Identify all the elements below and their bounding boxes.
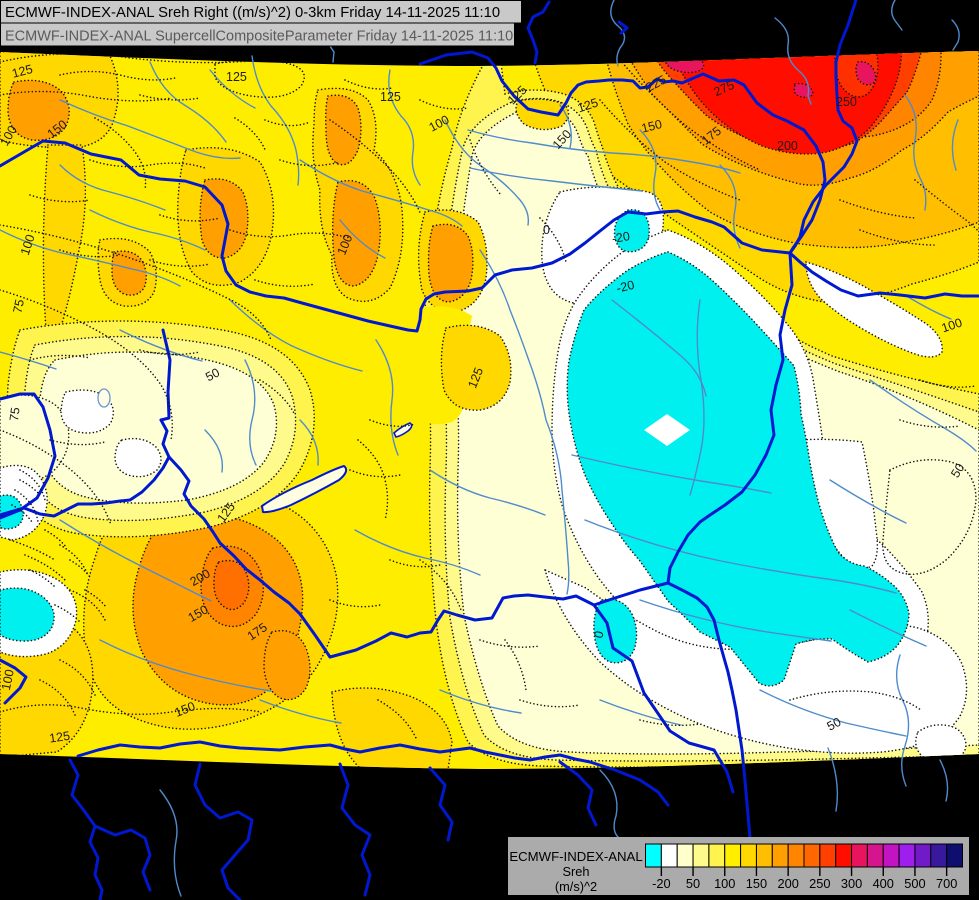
svg-text:150: 150	[746, 876, 767, 891]
svg-text:ECMWF-INDEX-ANAL Sreh Right ((: ECMWF-INDEX-ANAL Sreh Right ((m/s)^2) 0-…	[5, 5, 500, 21]
svg-text:Sreh: Sreh	[562, 864, 589, 879]
svg-text:500: 500	[904, 876, 925, 891]
svg-text:50: 50	[203, 365, 222, 384]
svg-text:75: 75	[10, 298, 27, 315]
svg-text:400: 400	[873, 876, 894, 891]
svg-text:0: 0	[591, 629, 606, 639]
svg-text:-20: -20	[615, 278, 636, 296]
svg-text:250: 250	[809, 876, 830, 891]
svg-text:125: 125	[10, 62, 34, 81]
svg-text:100: 100	[18, 233, 38, 257]
svg-text:200: 200	[777, 139, 798, 153]
svg-text:700: 700	[936, 876, 957, 891]
svg-text:100: 100	[714, 876, 735, 891]
svg-text:250: 250	[836, 95, 857, 109]
svg-text:(m/s)^2: (m/s)^2	[555, 879, 597, 894]
svg-text:-20: -20	[652, 876, 671, 891]
svg-text:100: 100	[940, 316, 964, 336]
svg-text:75: 75	[7, 406, 23, 422]
svg-text:ECMWF-INDEX-ANAL SupercellComp: ECMWF-INDEX-ANAL SupercellCompositeParam…	[5, 29, 513, 45]
svg-text:50: 50	[948, 461, 967, 480]
svg-text:-20: -20	[611, 229, 631, 246]
svg-text:125: 125	[576, 96, 600, 116]
svg-text:0: 0	[543, 223, 550, 237]
svg-text:50: 50	[825, 715, 844, 734]
svg-text:150: 150	[640, 117, 664, 136]
svg-text:200: 200	[777, 876, 798, 891]
svg-text:50: 50	[686, 876, 700, 891]
svg-text:125: 125	[226, 70, 247, 84]
svg-text:125: 125	[380, 90, 401, 104]
svg-text:100: 100	[0, 668, 17, 691]
svg-text:300: 300	[841, 876, 862, 891]
svg-text:ECMWF-INDEX-ANAL: ECMWF-INDEX-ANAL	[509, 849, 642, 864]
svg-text:125: 125	[48, 729, 71, 746]
